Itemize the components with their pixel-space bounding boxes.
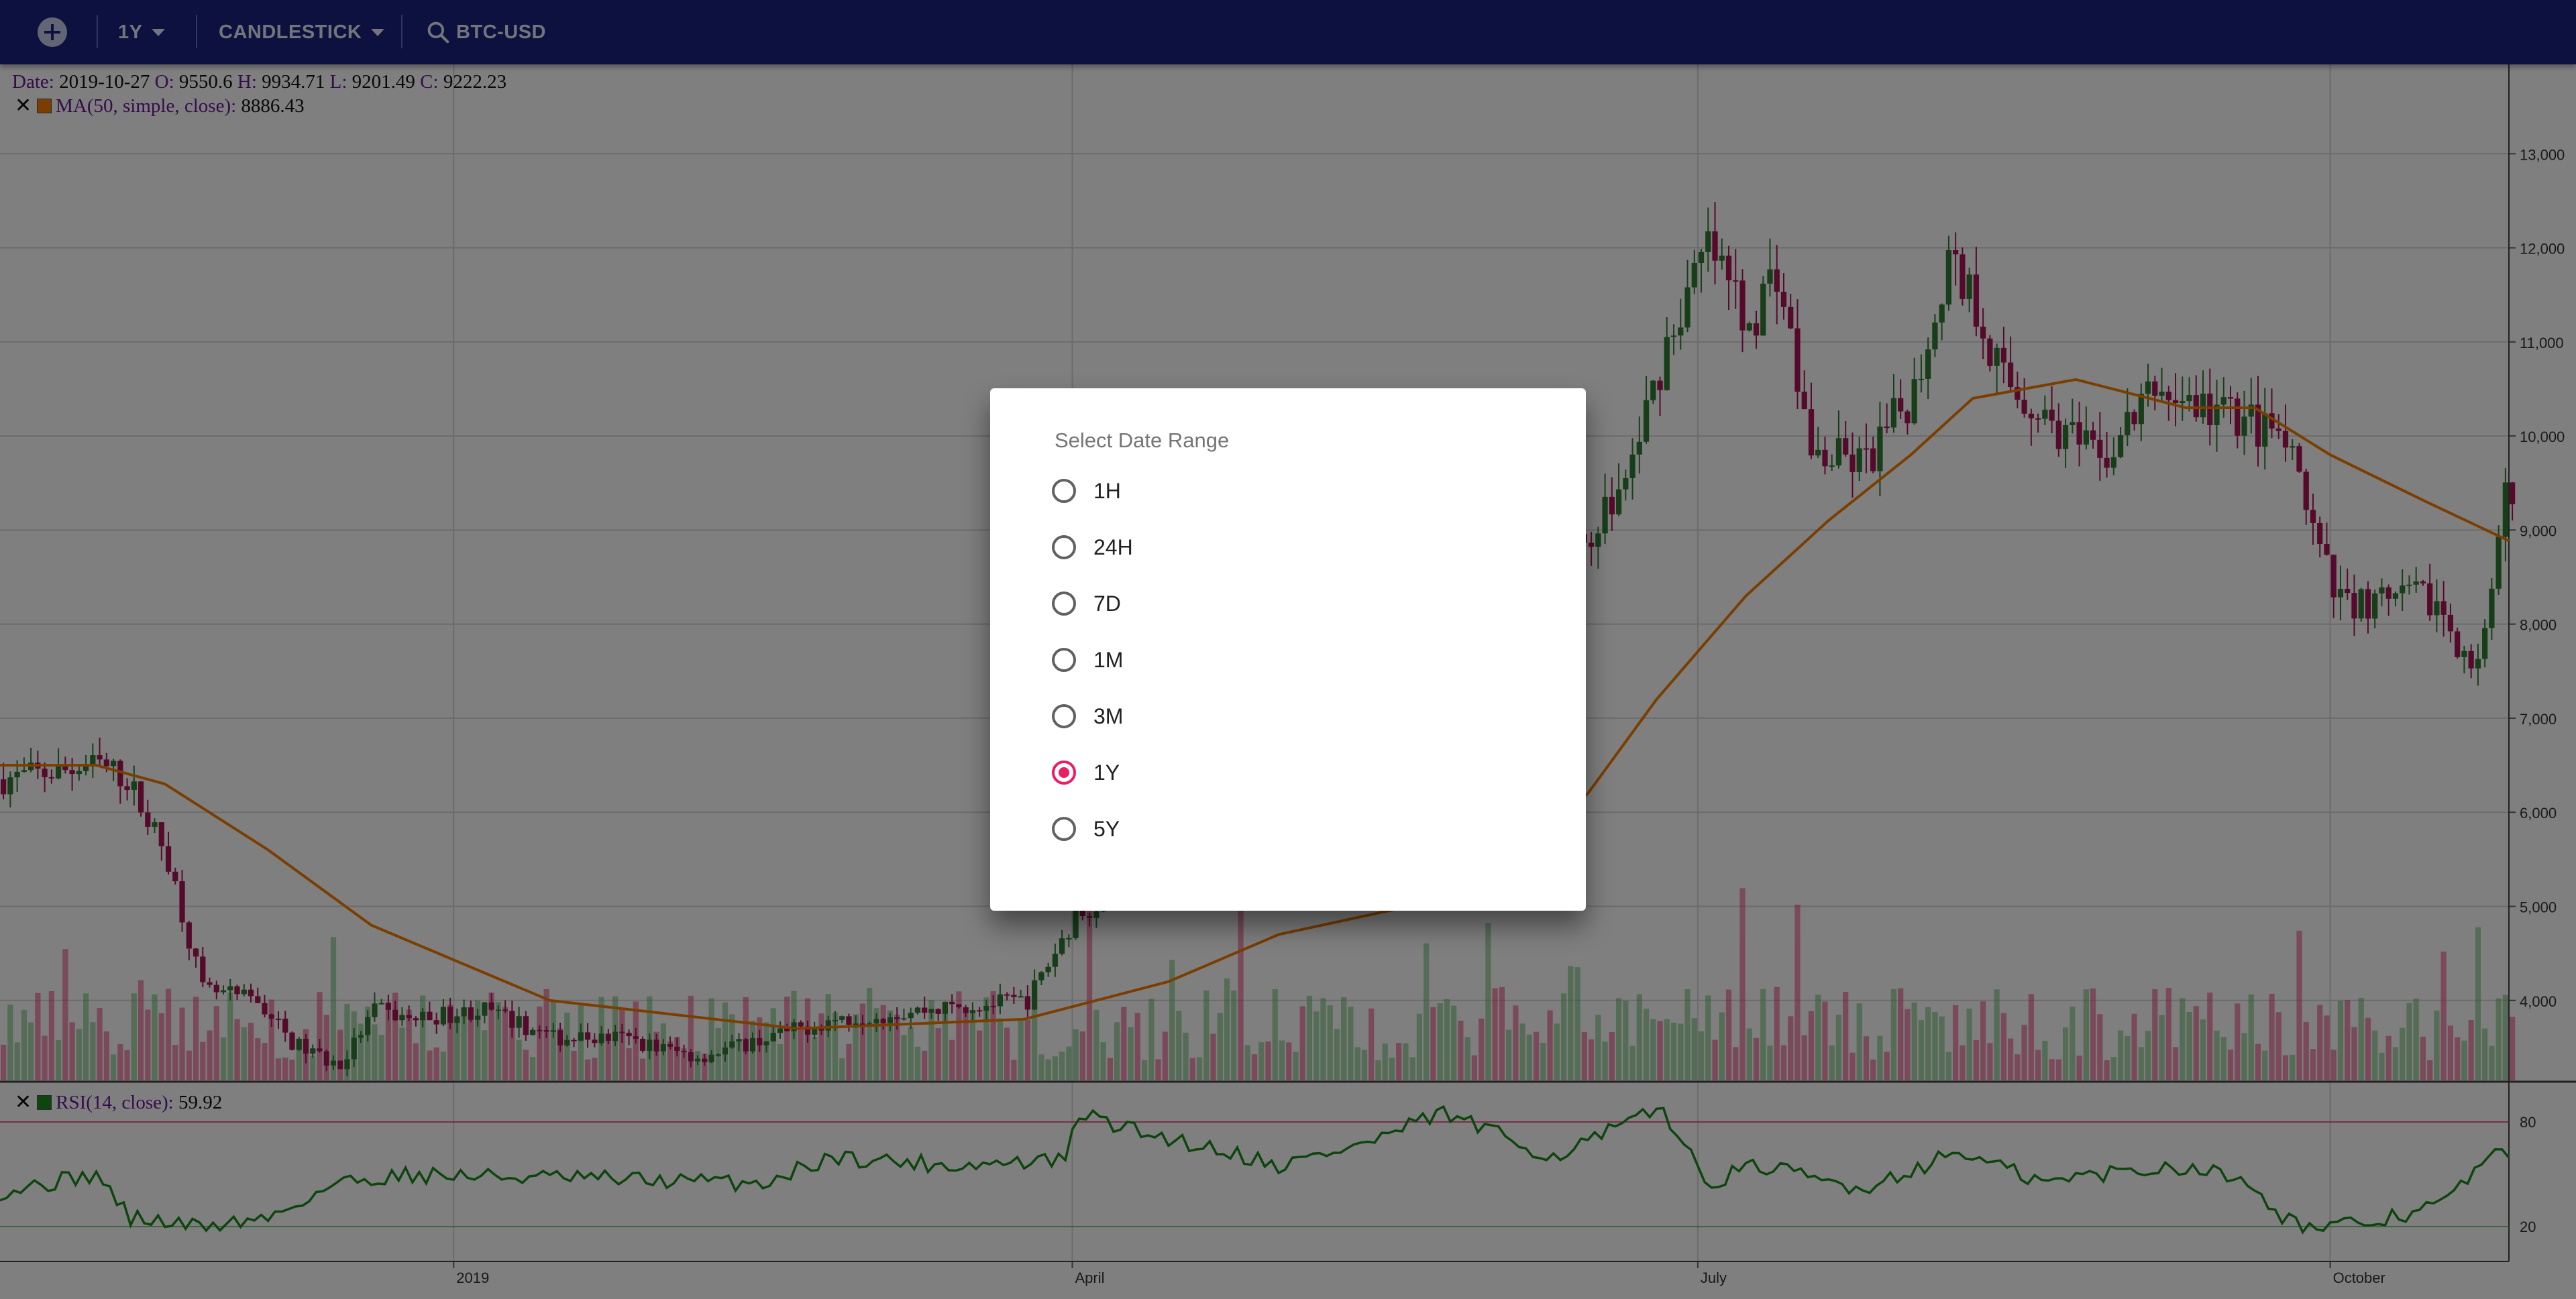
radio-checked-icon[interactable] <box>1052 760 1076 785</box>
radio-label: 24H <box>1093 534 1133 559</box>
radio-unchecked-icon[interactable] <box>1052 704 1076 728</box>
date-range-dialog: Select Date Range 1H 24H 7D 1M 3M 1Y 5Y <box>990 388 1586 911</box>
radio-option-24h[interactable]: 24H <box>1052 527 1133 567</box>
radio-unchecked-icon[interactable] <box>1052 817 1076 841</box>
dialog-title: Select Date Range <box>1055 429 1230 452</box>
radio-label: 1H <box>1093 478 1121 503</box>
radio-label: 1Y <box>1093 760 1120 785</box>
radio-unchecked-icon[interactable] <box>1052 591 1076 616</box>
radio-option-7d[interactable]: 7D <box>1052 583 1121 624</box>
radio-option-5y[interactable]: 5Y <box>1052 809 1120 849</box>
radio-unchecked-icon[interactable] <box>1052 648 1076 672</box>
radio-label: 7D <box>1093 591 1121 616</box>
radio-unchecked-icon[interactable] <box>1052 535 1076 559</box>
radio-option-1m[interactable]: 1M <box>1052 640 1123 680</box>
radio-label: 5Y <box>1093 816 1120 841</box>
radio-option-1h[interactable]: 1H <box>1052 471 1121 511</box>
radio-label: 3M <box>1093 703 1124 728</box>
radio-option-1y[interactable]: 1Y <box>1052 752 1120 793</box>
radio-label: 1M <box>1093 647 1124 672</box>
radio-option-3m[interactable]: 3M <box>1052 696 1123 736</box>
radio-unchecked-icon[interactable] <box>1052 479 1076 503</box>
